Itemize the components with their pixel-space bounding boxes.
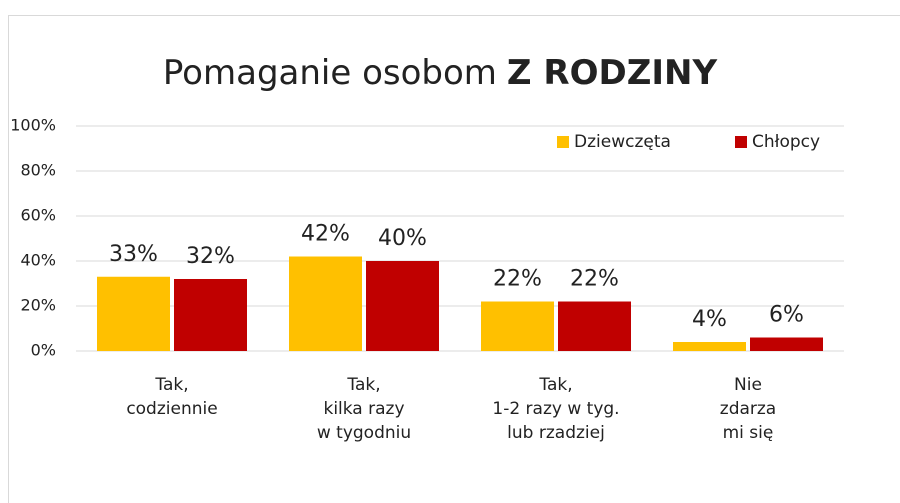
legend-swatch: [557, 136, 569, 148]
bar: [750, 337, 823, 351]
bar: [481, 301, 554, 351]
x-tick-label: lub rzadziej: [507, 423, 605, 443]
data-label: 32%: [186, 244, 235, 269]
data-label: 42%: [301, 222, 350, 247]
x-tick-label: w tygodniu: [317, 423, 411, 443]
data-label: 22%: [570, 267, 619, 292]
bar: [558, 301, 631, 351]
data-label: 4%: [692, 307, 727, 332]
legend-label: Dziewczęta: [574, 132, 671, 152]
legend-swatch: [735, 136, 747, 148]
bar: [366, 261, 439, 351]
data-label: 33%: [109, 242, 158, 267]
x-tick-label: Tak,: [154, 375, 188, 395]
y-tick-label: 80%: [20, 161, 56, 180]
y-tick-label: 20%: [20, 296, 56, 315]
data-label: 40%: [378, 226, 427, 251]
x-tick-label: codziennie: [126, 399, 217, 419]
x-tick-label: Tak,: [346, 375, 380, 395]
legend-label: Chłopcy: [752, 132, 820, 152]
y-tick-label: 100%: [10, 116, 56, 135]
data-label: 6%: [769, 303, 804, 328]
bar: [673, 342, 746, 351]
x-tick-label: Nie: [734, 375, 762, 395]
bar: [289, 256, 362, 351]
chart-frame: [8, 15, 900, 503]
title-part: Pomaganie osobom: [163, 53, 497, 93]
chart-title: Pomaganie osobom Z RODZINY: [163, 53, 718, 93]
title-emphasis: Z RODZINY: [507, 53, 718, 93]
data-label: 22%: [493, 267, 542, 292]
x-tick-label: mi się: [723, 423, 774, 443]
y-tick-label: 0%: [31, 341, 56, 360]
x-tick-label: zdarza: [720, 399, 776, 419]
bar: [97, 276, 170, 351]
x-tick-label: 1-2 razy w tyg.: [492, 399, 619, 419]
x-tick-label: kilka razy: [323, 399, 404, 419]
y-tick-label: 60%: [20, 206, 56, 225]
bar: [174, 279, 247, 351]
y-tick-label: 40%: [20, 251, 56, 270]
x-tick-label: Tak,: [538, 375, 572, 395]
